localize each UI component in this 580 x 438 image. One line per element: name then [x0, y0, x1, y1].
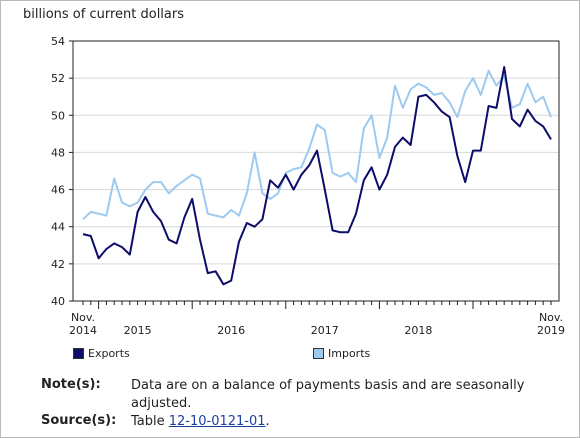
- x-tick-label: 2017: [311, 324, 339, 337]
- y-tick-label: 42: [51, 258, 65, 271]
- x-tick-label: Nov.: [71, 311, 95, 324]
- x-tick-label: 2015: [124, 324, 152, 337]
- legend-imports-label: Imports: [328, 347, 371, 360]
- source-prefix: Table: [131, 414, 169, 429]
- y-tick-label: 54: [51, 35, 65, 48]
- imports-swatch: [313, 348, 324, 359]
- y-axis-ticks: 40 42 44 46 48 50 52 54: [51, 35, 73, 308]
- series-lines: [82, 66, 552, 286]
- legend-exports-label: Exports: [88, 347, 130, 360]
- x-tick-label: 2019: [537, 324, 565, 337]
- y-axis-unit-label: billions of current dollars: [23, 7, 185, 22]
- exports-swatch: [73, 348, 84, 359]
- series-line-exports: [82, 66, 552, 286]
- x-tick-label: 2014: [69, 324, 97, 337]
- y-tick-label: 52: [51, 72, 65, 85]
- note-label: Note(s):: [41, 377, 101, 392]
- y-tick-label: 50: [51, 109, 65, 122]
- series-line-imports: [82, 69, 552, 221]
- source-suffix: .: [265, 414, 270, 429]
- source-text: Table 12-10-0121-01.: [131, 413, 551, 431]
- legend-item-exports: Exports: [73, 347, 130, 360]
- x-tick-label: 2018: [404, 324, 432, 337]
- y-tick-label: 46: [51, 184, 65, 197]
- x-tick-label: Nov.: [539, 311, 563, 324]
- y-tick-label: 44: [51, 221, 65, 234]
- note-text: Data are on a balance of payments basis …: [131, 378, 525, 411]
- legend-item-imports: Imports: [313, 347, 370, 360]
- y-tick-label: 40: [51, 295, 65, 308]
- x-tick-label: 2016: [217, 324, 245, 337]
- source-table-link[interactable]: 12-10-0121-01: [168, 414, 266, 429]
- y-tick-label: 48: [51, 146, 65, 159]
- source-label: Source(s):: [41, 413, 117, 428]
- plot-frame: [72, 40, 560, 302]
- gridlines: [73, 77, 559, 265]
